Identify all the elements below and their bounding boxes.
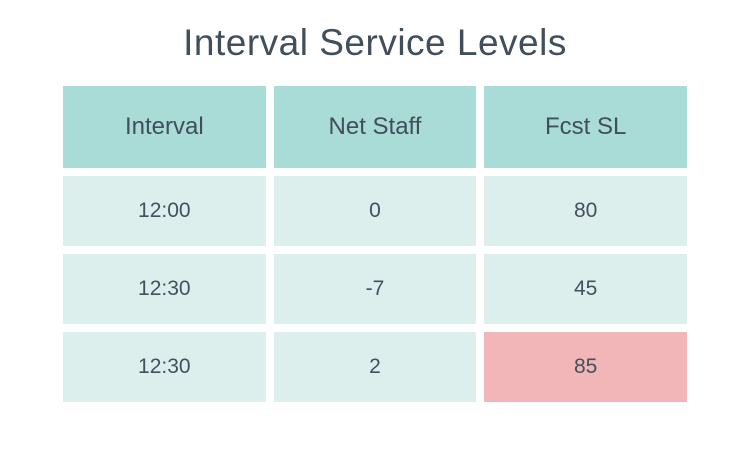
table-cell-interval-row1: 12:30 bbox=[63, 254, 266, 324]
table-cell-net-staff-row1: -7 bbox=[273, 254, 477, 324]
column-header-net-staff: Net Staff bbox=[273, 86, 477, 168]
table-cell-interval-row0: 12:00 bbox=[63, 176, 266, 246]
table-cell-fcst-sl-row2-alert: 85 bbox=[484, 332, 687, 402]
service-levels-table: Interval Net Staff Fcst SL 12:00 0 80 12… bbox=[63, 86, 687, 402]
table-cell-net-staff-row2: 2 bbox=[273, 332, 477, 402]
table-cell-interval-row2: 12:30 bbox=[63, 332, 266, 402]
column-header-fcst-sl: Fcst SL bbox=[484, 86, 687, 168]
slide-canvas: Interval Service Levels Interval Net Sta… bbox=[0, 23, 750, 455]
table-cell-fcst-sl-row1: 45 bbox=[484, 254, 687, 324]
table-cell-net-staff-row0: 0 bbox=[273, 176, 477, 246]
table-cell-fcst-sl-row0: 80 bbox=[484, 176, 687, 246]
column-header-interval: Interval bbox=[63, 86, 266, 168]
page-title: Interval Service Levels bbox=[183, 22, 567, 63]
